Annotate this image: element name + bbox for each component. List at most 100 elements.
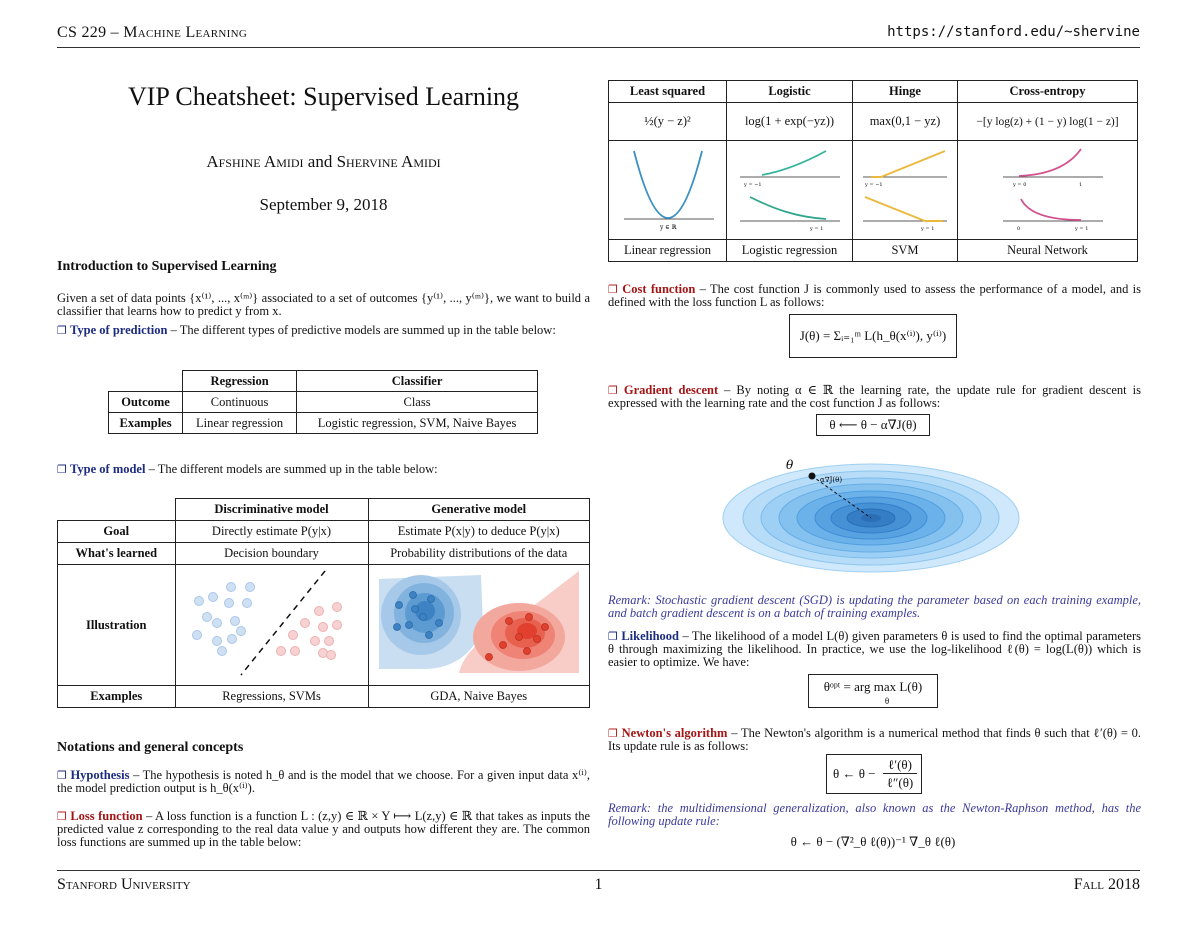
pred-cell: Logistic regression, SVM, Naive Bayes xyxy=(296,412,538,434)
model-cell: Estimate P(x|y) to deduce P(y|x) xyxy=(367,520,590,543)
left-column: VIP Cheatsheet: Supervised Learning Afsh… xyxy=(57,60,590,860)
footer-rule xyxy=(57,870,1140,871)
newton-label: Newton's algorithm xyxy=(621,726,728,740)
cross-entropy-plot-cell: y = 0 1 0 y = 1 xyxy=(957,140,1138,240)
model-row-label: What's learned xyxy=(57,542,176,565)
pred-cell: Continuous xyxy=(182,391,298,413)
loss-formula: max(0,1 − yz) xyxy=(852,102,958,141)
checkbox-icon: ❐ xyxy=(608,630,618,643)
loss-model: Logistic regression xyxy=(726,239,853,262)
cross-entropy-plot: y = 0 1 0 y = 1 xyxy=(1002,148,1103,232)
page-header: CS 229 – Machine Learning https://stanfo… xyxy=(57,22,1140,46)
model-table: Discriminative model Generative model Go… xyxy=(57,498,590,708)
gradient-descent-label: Gradient descent xyxy=(623,383,719,397)
author-and: and xyxy=(307,152,333,171)
checkbox-icon: ❐ xyxy=(57,324,67,337)
gradient-descent-illustration: θ α∇J(θ) xyxy=(722,458,1020,573)
loss-model: SVM xyxy=(852,239,958,262)
loss-formula: log(1 + exp(−yz)) xyxy=(726,102,853,141)
loss-header: Least squared xyxy=(608,80,727,103)
generative-density-plot xyxy=(378,571,579,673)
checkbox-icon: ❐ xyxy=(57,769,67,782)
likelihood-formula-sub: θ xyxy=(884,696,890,706)
footer-term: Fall 2018 xyxy=(1073,876,1140,893)
loss-header: Logistic xyxy=(726,80,853,103)
axis-label: 1 xyxy=(1079,182,1082,188)
model-cell: Regressions, SVMs xyxy=(174,685,369,708)
cost-function-paragraph: ❐ Cost function – The cost function J is… xyxy=(608,283,1141,309)
least-squared-plot-cell: y ∈ ℝ xyxy=(608,140,727,240)
prediction-table: Regression Classifier Outcome Continuous… xyxy=(107,370,538,434)
type-model-label: Type of model xyxy=(70,462,146,476)
gradient-formula: θ ⟵ θ − α∇J(θ) xyxy=(816,414,930,436)
hypothesis-text: – The hypothesis is noted h_θ and is the… xyxy=(57,768,591,795)
author-2: Shervine Amidi xyxy=(336,152,441,171)
loss-function-text: – A loss function is a function L : (z,y… xyxy=(57,809,590,849)
axis-label: y = −1 xyxy=(743,182,762,188)
axis-label: y ∈ ℝ xyxy=(659,224,677,231)
likelihood-paragraph: ❐ Likelihood – The likelihood of a model… xyxy=(608,630,1141,669)
checkbox-icon: ❐ xyxy=(57,810,67,823)
loss-header: Hinge xyxy=(852,80,958,103)
axis-label: y = 1 xyxy=(920,226,934,232)
doc-title: VIP Cheatsheet: Supervised Learning xyxy=(127,82,520,111)
loss-formula: −[y log(z) + (1 − y) log(1 − z)] xyxy=(957,102,1138,141)
loss-function-label: Loss function xyxy=(70,809,143,823)
axis-label: y = 1 xyxy=(809,226,823,232)
author-1: Afshine Amidi xyxy=(206,152,304,171)
model-row-label: Examples xyxy=(57,685,176,708)
intro-paragraph: Given a set of data points {x⁽¹⁾, ..., x… xyxy=(57,291,590,318)
newton-formula-num: ℓ′(θ) xyxy=(883,757,917,774)
checkbox-icon: ❐ xyxy=(608,727,618,740)
model-cell: Decision boundary xyxy=(174,542,369,565)
hypothesis-paragraph: ❐ Hypothesis – The hypothesis is noted h… xyxy=(57,769,590,795)
type-model-paragraph: ❐ Type of model – The different models a… xyxy=(57,462,590,477)
checkbox-icon: ❐ xyxy=(608,384,618,397)
loss-function-paragraph: ❐ Loss function – A loss function is a f… xyxy=(57,810,590,849)
newton-paragraph: ❐ Newton's algorithm – The Newton's algo… xyxy=(608,727,1141,753)
model-cell: Directly estimate P(y|x) xyxy=(174,520,369,543)
doc-date: September 9, 2018 xyxy=(259,195,388,214)
loss-table: Least squared Logistic Hinge Cross-entro… xyxy=(608,80,1138,262)
hinge-plot: y = −1 y = 1 xyxy=(863,150,947,232)
loss-model: Neural Network xyxy=(957,239,1138,262)
model-header-generative: Generative model xyxy=(367,498,590,521)
pred-row-label: Examples xyxy=(107,412,184,434)
gradient-descent-text: – By noting α ∈ ℝ the learning rate, the… xyxy=(608,383,1141,410)
model-row-label: Illustration xyxy=(57,564,176,686)
checkbox-icon: ❐ xyxy=(608,283,618,296)
step-label: α∇J(θ) xyxy=(820,476,842,484)
header-url[interactable]: https://stanford.edu/~shervine xyxy=(887,24,1140,40)
hypothesis-label: Hypothesis xyxy=(70,768,130,782)
type-model-text: – The different models are summed up in … xyxy=(145,462,438,476)
newton-formula-lhs: θ ← θ − xyxy=(833,766,876,781)
hinge-plot-cell: y = −1 y = 1 xyxy=(852,140,958,240)
newton-raphson-formula: θ ← θ − (∇²_θ ℓ(θ))⁻¹ ∇_θ ℓ(θ) xyxy=(790,834,956,849)
type-prediction-text: – The different types of predictive mode… xyxy=(167,323,556,337)
likelihood-text: – The likelihood of a model L(θ) given p… xyxy=(608,629,1141,669)
likelihood-label: Likelihood xyxy=(621,629,679,643)
cost-function-text: – The cost function J is commonly used t… xyxy=(608,282,1141,309)
logistic-plot-cell: y = −1 y = 1 xyxy=(726,140,853,240)
loss-model: Linear regression xyxy=(608,239,727,262)
theta-label: θ xyxy=(786,458,794,472)
pred-cell: Class xyxy=(296,391,538,413)
newton-text: – The Newton's algorithm is a numerical … xyxy=(608,726,1141,753)
pred-header-regression: Regression xyxy=(182,370,298,392)
header-rule xyxy=(57,47,1140,48)
sgd-remark: Remark: Stochastic gradient descent (SGD… xyxy=(608,593,1141,620)
generative-illustration xyxy=(367,564,590,686)
likelihood-formula-main: θᵒᵖᵗ = arg max L(θ) xyxy=(823,679,923,694)
axis-label: y = 1 xyxy=(1074,226,1088,232)
newton-formula: θ ← θ − ℓ′(θ) ℓ″(θ) xyxy=(826,754,922,794)
axis-label: 0 xyxy=(1017,226,1020,232)
pred-cell: Linear regression xyxy=(182,412,298,434)
checkbox-icon: ❐ xyxy=(57,463,67,476)
axis-label: y = −1 xyxy=(864,182,883,188)
likelihood-formula: θᵒᵖᵗ = arg max L(θ) θ xyxy=(808,674,938,708)
section-intro-heading: Introduction to Supervised Learning xyxy=(57,259,277,274)
footer-page-number: 1 xyxy=(594,876,603,893)
doc-authors: Afshine Amidi and Shervine Amidi xyxy=(57,152,590,172)
newton-raphson-remark: Remark: the multidimensional generalizat… xyxy=(608,801,1141,828)
section-notations-heading: Notations and general concepts xyxy=(57,740,244,755)
